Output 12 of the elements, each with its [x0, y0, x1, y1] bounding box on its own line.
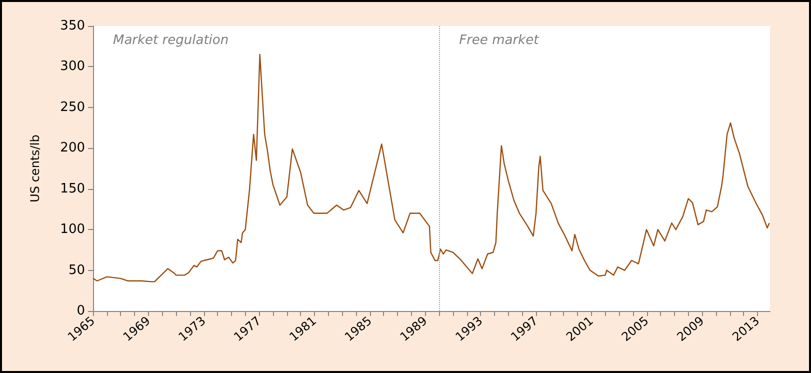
y-axis-title: US cents/lb: [28, 134, 42, 202]
y-tick-label: 300: [60, 59, 85, 74]
y-tick-label: 350: [60, 18, 85, 34]
y-tick-label: 50: [68, 262, 85, 278]
y-tick-label: 150: [60, 181, 85, 196]
annotation: Market regulation: [113, 33, 229, 48]
line-series: [92, 54, 770, 282]
y-tick-label: 100: [60, 222, 85, 238]
y-tick-label: 200: [60, 140, 85, 156]
annotation: Free market: [459, 33, 540, 48]
y-tick-label: 0: [76, 304, 85, 318]
y-tick-label: 250: [60, 100, 85, 115]
